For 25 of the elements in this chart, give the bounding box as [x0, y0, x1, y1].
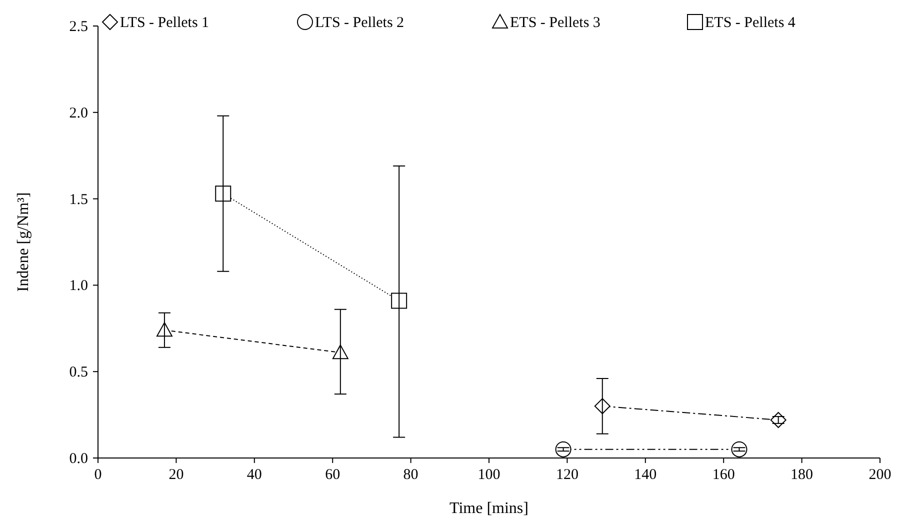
x-tick-label: 160 — [712, 467, 735, 483]
x-tick-label: 60 — [325, 467, 340, 483]
legend-label: ETS - Pellets 3 — [510, 15, 600, 31]
x-tick-label: 180 — [790, 467, 814, 483]
y-tick-label: 2.5 — [69, 19, 88, 35]
x-tick-label: 120 — [556, 467, 578, 483]
legend-label: LTS - Pellets 1 — [120, 15, 210, 31]
x-axis-title: Time [mins] — [450, 500, 528, 517]
x-tick-label: 200 — [868, 467, 892, 483]
y-tick-label: 1.5 — [69, 192, 88, 208]
point — [391, 292, 408, 309]
point — [215, 186, 232, 202]
x-tick-label: 0 — [94, 467, 102, 483]
y-tick-label: 0.5 — [69, 364, 88, 381]
x-tick-label: 100 — [478, 467, 500, 483]
legend-label: ETS - Pellets 4 — [705, 15, 796, 31]
x-tick-label: 40 — [246, 467, 262, 483]
y-axis-title: Indene [g/Nm³] — [15, 192, 32, 292]
y-tick-label: 1.0 — [69, 278, 88, 294]
x-tick-label: 80 — [403, 467, 418, 483]
x-tick-label: 140 — [634, 467, 657, 483]
y-tick-label: 0.0 — [69, 451, 88, 467]
x-tick-label: 20 — [168, 467, 184, 483]
legend-label: LTS - Pellets 2 — [315, 15, 404, 31]
y-tick-label: 2.0 — [69, 105, 88, 122]
